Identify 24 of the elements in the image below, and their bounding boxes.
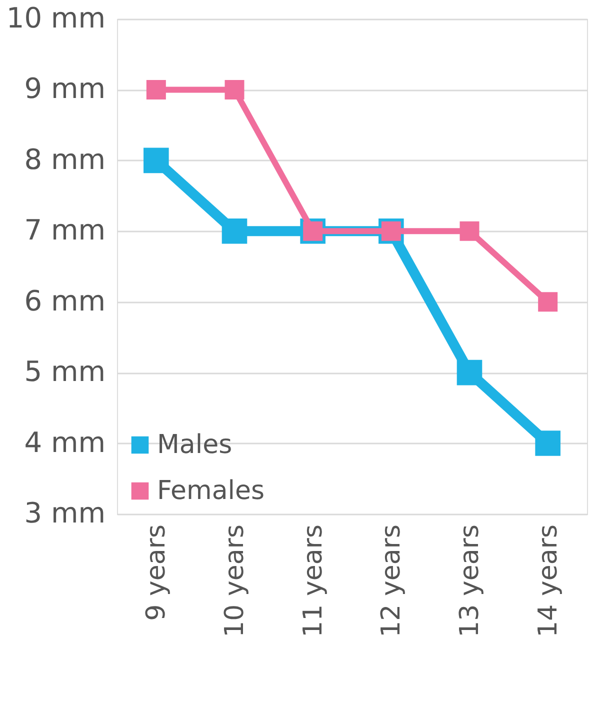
legend-label: Males: [157, 430, 232, 460]
point: [460, 221, 480, 241]
y-tick-label: 8 mm: [24, 142, 106, 176]
y-tick-label: 7 mm: [24, 214, 106, 247]
x-tick-label: 10 years: [220, 524, 250, 638]
legend-label: Females: [157, 476, 265, 506]
point: [538, 292, 558, 312]
y-tick-label: 6 mm: [24, 284, 106, 318]
y-tick-label: 3 mm: [24, 496, 106, 530]
point: [144, 148, 169, 174]
y-tick-label: 5 mm: [24, 355, 106, 388]
point: [456, 360, 482, 386]
y-tick-label: 10 mm: [6, 2, 106, 34]
y-tick-label: 9 mm: [24, 72, 106, 106]
x-tick-label: 12 years: [376, 524, 407, 638]
point: [535, 430, 560, 456]
point: [224, 80, 244, 100]
point: [146, 80, 166, 100]
x-tick-label: 11 years: [298, 524, 328, 638]
x-tick-label: 9 years: [142, 524, 172, 621]
x-tick-label: 14 years: [533, 524, 564, 638]
point: [222, 218, 248, 244]
x-tick-label: 13 years: [455, 524, 485, 638]
y-tick-label: 4 mm: [24, 426, 106, 459]
